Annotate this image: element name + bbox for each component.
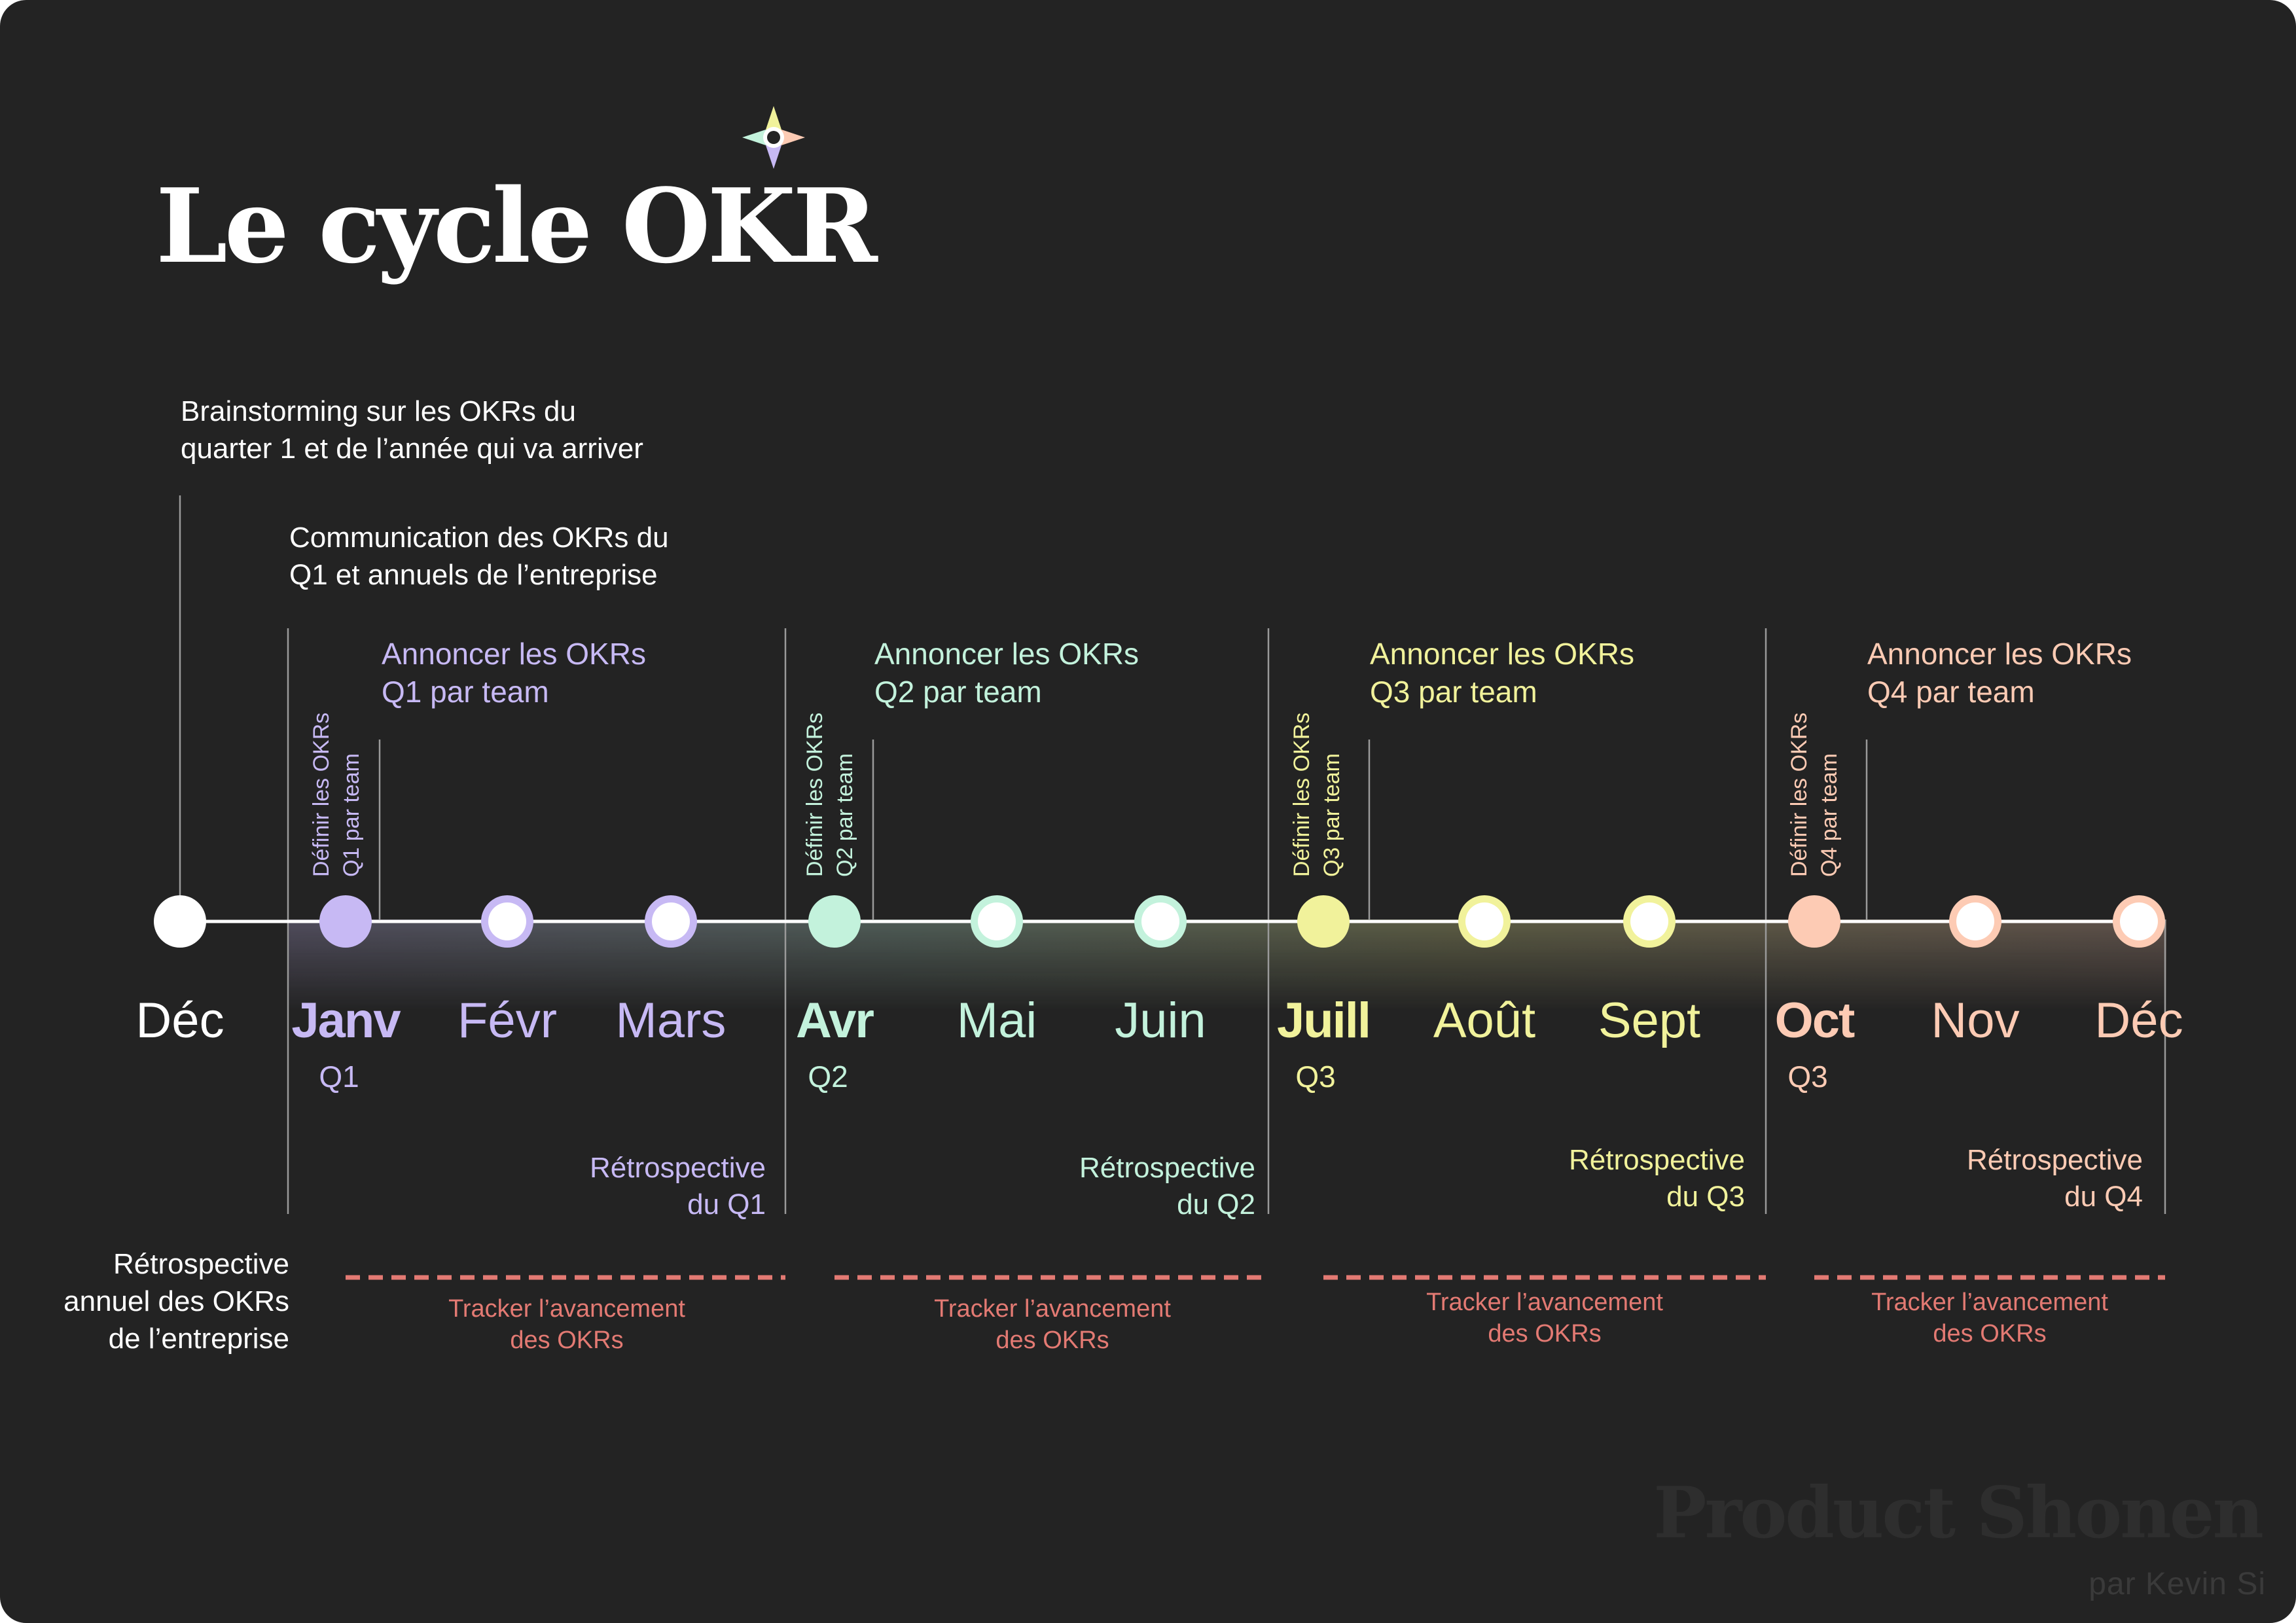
tracker-label-q4: Tracker l’avancement des OKRs (1871, 1289, 2108, 1347)
month-nov: Nov (1931, 993, 2020, 1048)
retro-q3: Rétrospective du Q3 (1568, 1144, 1745, 1213)
month-oct: Oct (1774, 993, 1856, 1048)
brand-logo-text: Product Shonen (1653, 1472, 2264, 1554)
month-fevr: Févr (457, 993, 557, 1048)
quarter-label-q2: Q2 (808, 1060, 848, 1094)
announce-q2: Annoncer les OKRs Q2 par team (874, 637, 1139, 709)
month-juin: Juin (1115, 993, 1206, 1048)
month-sept: Sept (1598, 993, 1701, 1048)
annual-retro-note: Rétrospective annuel des OKRs de l’entre… (63, 1248, 289, 1355)
dot-avr (808, 895, 861, 948)
quarter-label-q3: Q3 (1295, 1060, 1336, 1094)
define-q3: Définir les OKRs Q3 par team (1289, 712, 1344, 877)
dot-juill (1297, 895, 1350, 948)
month-dec-end: Déc (2094, 993, 2183, 1048)
month-dec-start: Déc (135, 993, 224, 1048)
month-mai: Mai (956, 993, 1037, 1048)
tracker-label-q3: Tracker l’avancement des OKRs (1426, 1289, 1663, 1347)
month-avr: Avr (796, 993, 874, 1048)
retro-q1: Rétrospective du Q1 (589, 1152, 766, 1221)
announce-q4: Annoncer les OKRs Q4 par team (1867, 637, 2132, 709)
month-aout: Août (1433, 993, 1536, 1048)
month-mars: Mars (615, 993, 726, 1048)
month-janv: Janv (291, 993, 401, 1048)
announce-q3: Annoncer les OKRs Q3 par team (1370, 637, 1634, 709)
communication-note: Communication des OKRs du Q1 et annuels … (289, 522, 669, 591)
tracker-label-q1: Tracker l’avancement des OKRs (448, 1295, 685, 1354)
brand-byline: par Kevin Si (2089, 1567, 2266, 1601)
quarter-label-q1: Q1 (319, 1060, 359, 1094)
retro-q2: Rétrospective du Q2 (1079, 1152, 1255, 1221)
define-q2: Définir les OKRs Q2 par team (802, 712, 857, 877)
define-q4: Définir les OKRs Q4 par team (1787, 712, 1842, 877)
page-title: Le cycle OKR (156, 166, 878, 286)
dot-janv (319, 895, 372, 948)
tracker-label-q2: Tracker l’avancement des OKRs (934, 1295, 1171, 1354)
define-q1: Définir les OKRs Q1 par team (309, 712, 364, 877)
brainstorm-note: Brainstorming sur les OKRs du quarter 1 … (181, 395, 643, 465)
month-juill: Juill (1276, 993, 1371, 1048)
dot-oct (1788, 895, 1840, 948)
retro-q4: Rétrospective du Q4 (1966, 1144, 2143, 1213)
compass-star-icon (742, 106, 805, 169)
timeline-glow-band (288, 919, 2166, 1011)
announce-q1: Annoncer les OKRs Q1 par team (382, 637, 646, 709)
dot-dec-start (154, 895, 206, 948)
quarter-label-q4: Q3 (1787, 1060, 1828, 1094)
